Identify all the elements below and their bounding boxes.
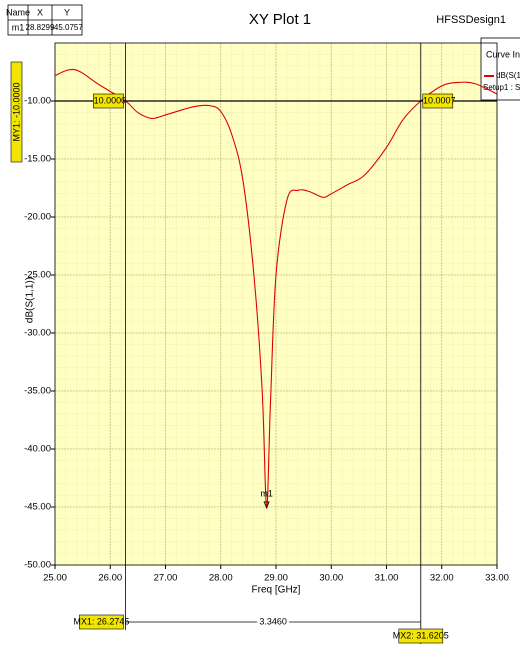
- x-tick-label: 28.00: [209, 573, 233, 584]
- y-axis-label: dB(S(1,1)): [25, 277, 36, 323]
- x-marker-label: MX1: 26.2745: [73, 616, 129, 626]
- table-cell: m1: [12, 22, 25, 32]
- marker-table: Name X Y m1 28.8299 -45.0757: [6, 4, 83, 36]
- y-marker-label: MY1: -10.0000: [11, 82, 21, 141]
- y-tick-label: -30.00: [24, 328, 51, 339]
- x-tick-label: 32.00: [430, 573, 454, 584]
- plot-frame: [54, 42, 498, 566]
- legend-entry: dB(S(1,1)): [496, 71, 520, 80]
- table-header: Name: [6, 7, 30, 17]
- cross-label: -10.0007: [420, 95, 456, 105]
- delta-label: 3.3460: [259, 616, 287, 626]
- y-tick-label: -35.00: [24, 386, 51, 397]
- x-axis-label: Freq [GHz]: [252, 585, 301, 596]
- x-marker-box: [398, 628, 444, 644]
- y-tick-label: -50.00: [24, 560, 51, 571]
- y-tick-label: -25.00: [24, 270, 51, 281]
- m1-label: m1: [260, 488, 273, 498]
- x-tick-label: 29.00: [264, 573, 288, 584]
- cross-label: -10.0000: [91, 95, 127, 105]
- legend-sweep: Setup1 : Sweep: [483, 83, 520, 92]
- design-name: HFSSDesign1: [436, 14, 506, 26]
- legend: Curve Info dB(S(1,1)) Setup1 : Sweep: [480, 37, 520, 101]
- table-cell: 28.8299: [26, 23, 55, 32]
- y-tick-label: -40.00: [24, 444, 51, 455]
- data-line: [54, 68, 498, 509]
- y-marker-box: [10, 61, 23, 163]
- table-header: X: [37, 7, 43, 17]
- y-tick-label: -20.00: [24, 212, 51, 223]
- delta-bg: [257, 616, 290, 628]
- y-tick-label: -45.00: [24, 502, 51, 513]
- x-tick-label: 26.00: [98, 573, 122, 584]
- y-tick-label: -10.00: [24, 96, 51, 107]
- cross-box: [422, 93, 454, 109]
- x-tick-label: 25.00: [43, 573, 67, 584]
- x-tick-label: 33.00: [485, 573, 509, 584]
- m1-marker: [263, 501, 270, 509]
- table-cell: -45.0757: [51, 23, 83, 32]
- x-marker-label: MX2: 31.6205: [393, 630, 449, 640]
- y-tick-label: -15.00: [24, 154, 51, 165]
- x-marker-box: [79, 614, 124, 630]
- table-header: Y: [64, 7, 70, 17]
- chart-title: XY Plot 1: [249, 11, 311, 28]
- x-tick-label: 27.00: [154, 573, 178, 584]
- legend-title: Curve Info: [486, 49, 520, 59]
- cross-box: [93, 93, 124, 109]
- x-tick-label: 30.00: [319, 573, 343, 584]
- x-tick-label: 31.00: [375, 573, 399, 584]
